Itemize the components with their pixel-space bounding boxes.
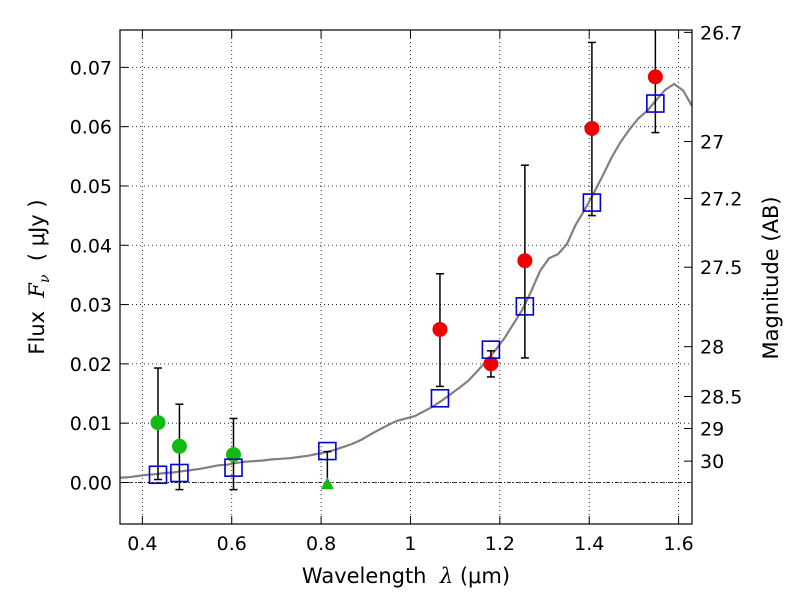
x-tick-label: 1.4 bbox=[574, 533, 604, 555]
y-tick-label: 0.07 bbox=[70, 57, 112, 79]
model-photometry-square bbox=[170, 463, 189, 483]
magnitude-axis-label: Magnitude (AB) bbox=[759, 196, 783, 359]
x-tick-label: 1.6 bbox=[663, 533, 693, 555]
spectrum-line bbox=[120, 82, 692, 479]
x-tick-label: 0.8 bbox=[306, 533, 336, 555]
magnitude-tick-label: 29 bbox=[700, 419, 724, 441]
magnitude-tick-label: 27.5 bbox=[700, 257, 742, 279]
data-point-circle bbox=[584, 120, 600, 136]
y-tick-label: 0.06 bbox=[70, 117, 112, 139]
x-tick-label: 0.6 bbox=[217, 533, 247, 555]
y-axis-label: Flux Fν ( μJy ) bbox=[25, 199, 53, 354]
data-point-circle bbox=[647, 69, 663, 85]
model-photometry-square bbox=[430, 388, 450, 408]
y-tick-label: 0.04 bbox=[70, 235, 112, 257]
plot-frame bbox=[119, 29, 693, 525]
model-photometry-square bbox=[515, 297, 535, 316]
y-tick-label: 0.03 bbox=[70, 295, 112, 317]
data-point-circle bbox=[483, 356, 499, 372]
magnitude-tick-label: 28.5 bbox=[700, 386, 742, 408]
x-axis-label: Wavelength λ (μm) bbox=[302, 564, 510, 588]
magnitude-tick-label: 28 bbox=[700, 337, 724, 359]
x-tick-label: 0.4 bbox=[127, 533, 157, 555]
y-tick-label: 0.01 bbox=[70, 413, 112, 435]
model-photometry-square bbox=[318, 441, 337, 461]
model-photometry-square bbox=[481, 340, 501, 359]
magnitude-tick-label: 30 bbox=[700, 451, 724, 473]
model-photometry-square bbox=[646, 94, 665, 113]
data-point-circle bbox=[171, 438, 187, 454]
data-point-circle bbox=[432, 321, 448, 337]
y-tick-label: 0.05 bbox=[70, 176, 112, 198]
x-tick-label: 1.2 bbox=[485, 533, 515, 555]
magnitude-tick-label: 27.2 bbox=[700, 188, 742, 210]
plot-data bbox=[120, 30, 692, 491]
axis-ticks: 0.4 0.6 0.8 1 1.2 1.4 1.6 0.00 0.01 0.02 0.03 0.04 0… bbox=[70, 22, 743, 555]
model-photometry-square bbox=[148, 465, 168, 485]
model-photometry-square bbox=[582, 193, 602, 212]
data-point-circle bbox=[517, 253, 533, 269]
magnitude-tick-label: 26.7 bbox=[700, 22, 742, 44]
magnitude-tick-label: 27 bbox=[700, 131, 724, 153]
upper-limit-triangle bbox=[320, 477, 334, 490]
x-tick-label: 1 bbox=[404, 533, 416, 555]
y-tick-label: 0.02 bbox=[70, 354, 112, 376]
data-point-circle bbox=[150, 415, 166, 431]
y-tick-label: 0.00 bbox=[70, 472, 112, 494]
model-photometry-square bbox=[224, 458, 243, 477]
